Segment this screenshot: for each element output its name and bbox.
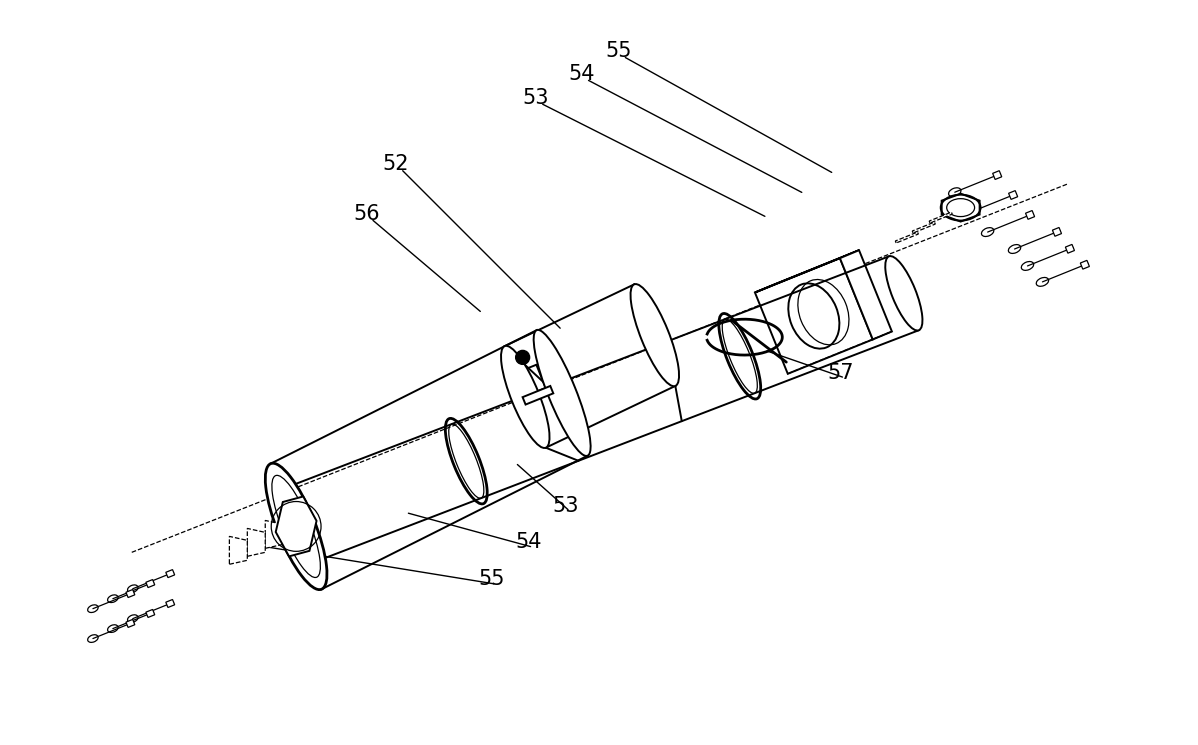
- Polygon shape: [930, 212, 952, 223]
- Polygon shape: [247, 528, 265, 557]
- Text: 57: 57: [827, 363, 854, 383]
- Text: 52: 52: [383, 153, 410, 174]
- Ellipse shape: [533, 330, 591, 456]
- Text: 55: 55: [605, 41, 631, 61]
- Ellipse shape: [278, 489, 315, 564]
- Polygon shape: [1025, 211, 1035, 219]
- Polygon shape: [229, 536, 247, 564]
- Polygon shape: [913, 222, 936, 233]
- Polygon shape: [126, 619, 135, 627]
- Polygon shape: [146, 580, 155, 588]
- Polygon shape: [1081, 260, 1089, 269]
- Polygon shape: [942, 194, 980, 221]
- Polygon shape: [840, 250, 891, 340]
- Polygon shape: [895, 232, 919, 243]
- Circle shape: [515, 350, 530, 364]
- Text: 54: 54: [568, 64, 594, 84]
- Polygon shape: [146, 609, 155, 618]
- Polygon shape: [1065, 244, 1075, 253]
- Text: 53: 53: [522, 88, 549, 108]
- Polygon shape: [993, 171, 1002, 180]
- Polygon shape: [165, 570, 175, 577]
- Polygon shape: [276, 496, 316, 557]
- Text: 53: 53: [552, 496, 579, 516]
- Polygon shape: [265, 521, 283, 548]
- Polygon shape: [165, 600, 175, 607]
- Polygon shape: [126, 589, 135, 597]
- Ellipse shape: [265, 463, 327, 589]
- Ellipse shape: [885, 256, 922, 331]
- Text: 56: 56: [353, 203, 380, 224]
- Polygon shape: [1009, 191, 1017, 200]
- Polygon shape: [522, 386, 553, 405]
- Polygon shape: [755, 250, 859, 293]
- Text: 54: 54: [515, 533, 541, 552]
- Polygon shape: [755, 259, 873, 374]
- Text: 55: 55: [478, 569, 504, 589]
- Polygon shape: [1052, 227, 1061, 236]
- Ellipse shape: [501, 346, 550, 448]
- Ellipse shape: [630, 284, 679, 386]
